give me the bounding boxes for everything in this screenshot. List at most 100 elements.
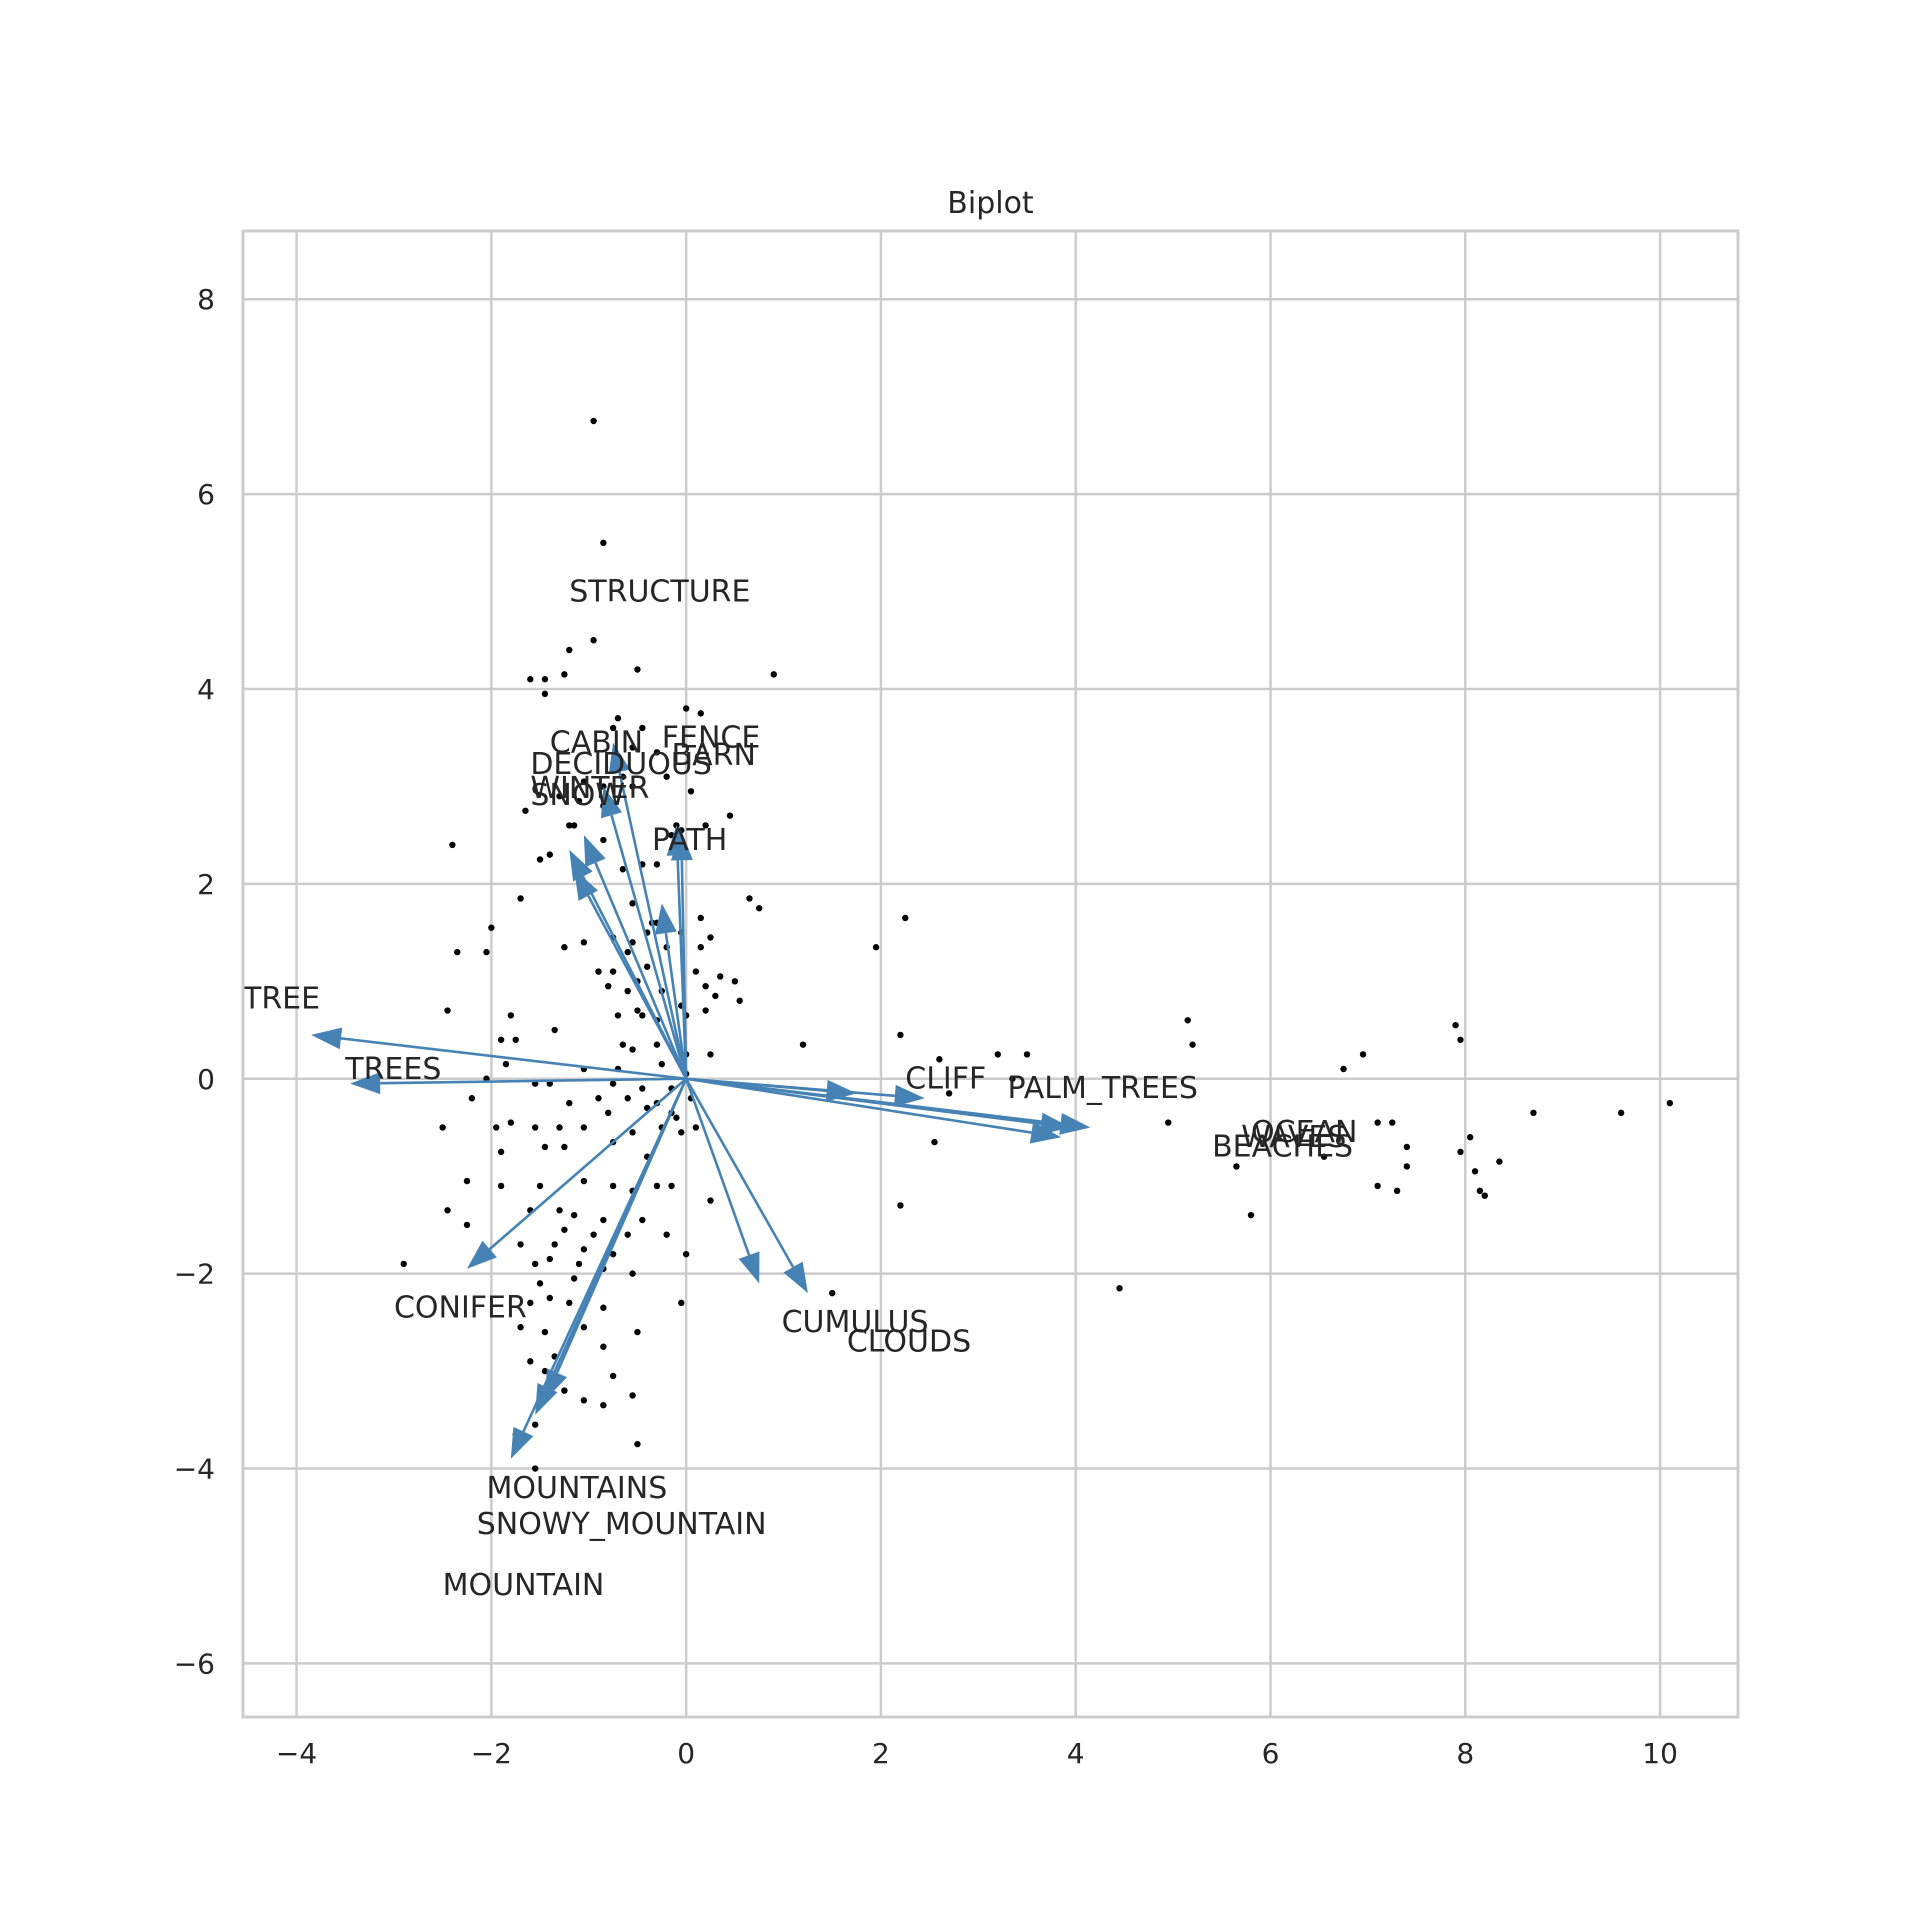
score-point <box>609 1250 617 1258</box>
x-tick-label: 10 <box>1642 1737 1678 1770</box>
score-point <box>639 724 646 732</box>
plot-frame <box>241 229 1740 1719</box>
score-point <box>575 797 583 805</box>
vector-arrowhead <box>893 1084 925 1107</box>
score-point <box>600 539 607 547</box>
score-point <box>663 773 670 780</box>
score-point <box>600 1216 607 1224</box>
score-point <box>629 939 636 946</box>
vector-shaft <box>340 1037 687 1081</box>
score-point <box>629 1392 636 1399</box>
score-point <box>605 1109 612 1117</box>
score-point <box>561 944 568 951</box>
vector-label: MOUNTAIN <box>443 1568 605 1603</box>
score-point <box>590 417 597 425</box>
vector-label: MOUNTAINS <box>486 1471 667 1506</box>
score-point <box>546 851 553 858</box>
score-point <box>1189 1041 1196 1048</box>
score-point <box>634 666 641 673</box>
score-point <box>561 1387 568 1394</box>
score-point <box>673 1114 680 1121</box>
vector-shaft <box>685 1077 1042 1125</box>
score-point <box>444 1007 451 1014</box>
score-point <box>541 1328 549 1336</box>
score-point <box>629 783 636 790</box>
score-point <box>707 1197 714 1204</box>
score-point <box>517 895 524 902</box>
score-point <box>1116 1285 1123 1292</box>
vector-shaft <box>610 814 688 1080</box>
score-point <box>619 866 627 873</box>
grid <box>243 231 1738 1717</box>
vector-label: WINTER <box>530 771 649 806</box>
vector-arrowhead <box>350 1072 381 1095</box>
score-point <box>1359 1051 1367 1058</box>
score-point <box>1184 1017 1191 1024</box>
score-point <box>1340 1065 1347 1073</box>
score-point <box>531 1465 539 1472</box>
score-point <box>561 1143 568 1151</box>
score-point <box>575 1260 583 1268</box>
score-point <box>512 1036 519 1043</box>
score-point <box>653 1041 661 1048</box>
x-tick-label: −2 <box>471 1737 512 1770</box>
vector-label: SNOW <box>530 778 625 813</box>
vector-deciduous <box>583 835 688 1080</box>
score-point <box>619 1041 627 1048</box>
score-point <box>736 997 743 1004</box>
score-point <box>902 914 909 922</box>
score-point <box>697 710 704 717</box>
score-point <box>653 749 661 756</box>
score-point <box>454 948 461 956</box>
score-point <box>717 973 724 980</box>
score-point <box>643 963 651 970</box>
vector-arrowhead <box>738 1251 760 1284</box>
score-point <box>449 841 456 849</box>
vector-label: TREE <box>242 982 320 1017</box>
score-point <box>629 1129 636 1136</box>
score-point <box>551 1026 558 1034</box>
vector-shaft <box>522 1078 688 1433</box>
vector-cabin <box>600 786 688 1080</box>
score-point <box>1457 1036 1464 1043</box>
vector-arrowhead <box>783 1261 808 1294</box>
score-point <box>531 1421 539 1428</box>
score-point <box>590 1231 597 1238</box>
score-point <box>527 1358 534 1365</box>
vector-label: CONIFER <box>394 1290 527 1325</box>
vector-ocean <box>685 1077 1071 1135</box>
score-point <box>580 1246 588 1253</box>
score-point <box>580 939 588 946</box>
score-point <box>726 812 734 819</box>
vector-label: OCEAN <box>1251 1115 1357 1150</box>
vector-label: CUMULUS <box>782 1305 929 1340</box>
score-point <box>497 1036 505 1043</box>
score-point <box>527 1299 534 1307</box>
x-tick-label: 0 <box>677 1737 695 1770</box>
vector-shaft <box>594 862 688 1080</box>
score-point <box>566 1299 573 1307</box>
score-point <box>1374 1182 1381 1190</box>
vector-arrowhead <box>467 1240 497 1269</box>
score-point <box>546 1294 553 1302</box>
score-point <box>507 1012 515 1019</box>
chart-title: Biplot <box>947 186 1034 221</box>
vector-label: FENCE <box>662 720 761 755</box>
y-tick-label: 6 <box>197 478 215 511</box>
vector-arrowhead <box>825 1079 857 1102</box>
vector-label: CLOUDS <box>847 1325 971 1360</box>
vector-labels: TREE TREES STRUCTURE CABIN FENCEBARNDECIDUOU… <box>242 574 1358 1603</box>
score-point <box>566 646 573 654</box>
score-point <box>551 1241 558 1248</box>
score-point <box>439 1124 446 1131</box>
score-point <box>600 1401 607 1409</box>
score-point <box>829 1289 836 1297</box>
score-point <box>707 1051 714 1058</box>
score-point <box>624 987 631 995</box>
score-point <box>536 856 544 863</box>
score-point <box>595 1095 602 1102</box>
score-point <box>639 1085 646 1092</box>
score-point <box>580 1124 588 1131</box>
score-point <box>609 1080 617 1087</box>
